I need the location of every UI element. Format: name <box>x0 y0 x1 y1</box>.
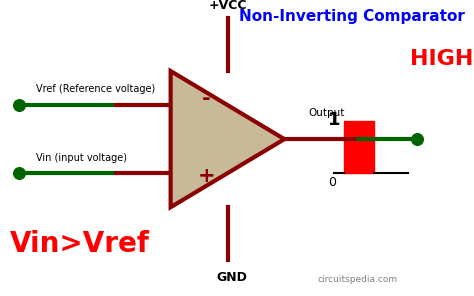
Bar <box>344 121 374 173</box>
Text: circuitspedia.com: circuitspedia.com <box>318 275 398 284</box>
Point <box>15 103 23 107</box>
Text: +: + <box>197 166 215 186</box>
Text: +VCC: +VCC <box>208 0 247 12</box>
Text: 0: 0 <box>328 176 336 189</box>
Text: Output: Output <box>309 108 345 118</box>
Polygon shape <box>171 71 284 207</box>
Text: 1: 1 <box>328 111 340 129</box>
Text: -: - <box>202 89 210 109</box>
Point <box>413 137 421 141</box>
Text: Non-Inverting Comparator: Non-Inverting Comparator <box>238 9 465 24</box>
Point <box>15 171 23 176</box>
Text: Vref (Reference voltage): Vref (Reference voltage) <box>36 84 155 94</box>
Text: GND: GND <box>217 271 248 284</box>
Text: Vin (input voltage): Vin (input voltage) <box>36 153 127 163</box>
Text: Vin>Vref: Vin>Vref <box>9 230 149 258</box>
Text: HIGH: HIGH <box>410 49 474 69</box>
